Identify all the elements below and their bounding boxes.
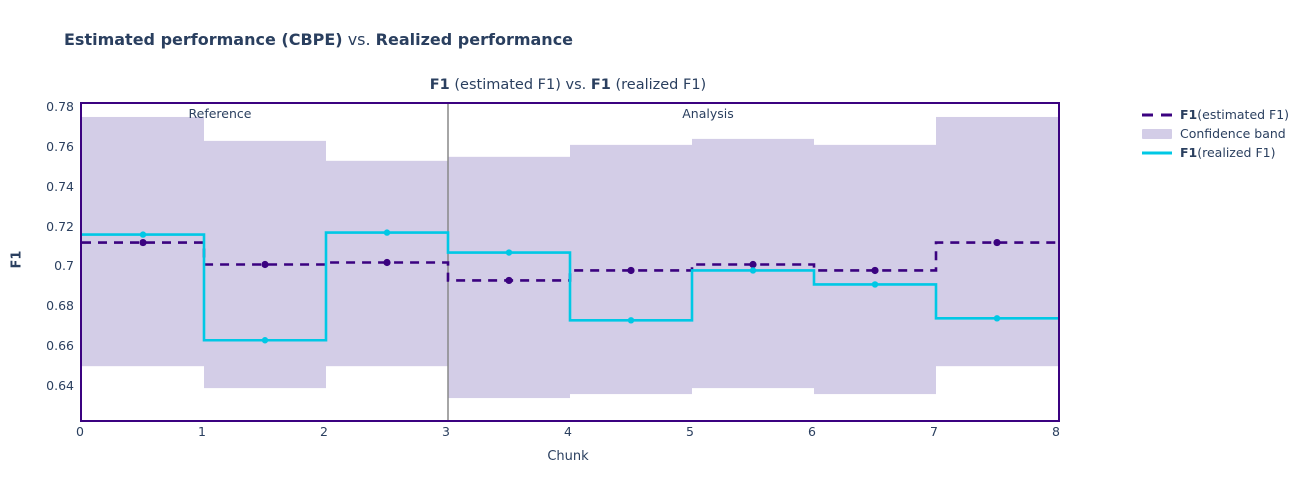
y-tick-label: 0.74: [46, 178, 74, 194]
chart-title-suffix: (realized F1): [610, 77, 707, 93]
x-tick-label: 4: [564, 424, 572, 439]
estimated-data-point[interactable]: [871, 266, 879, 275]
y-tick-label: 0.72: [46, 218, 74, 234]
y-tick-label: 0.76: [46, 138, 74, 154]
estimated-data-point[interactable]: [383, 258, 391, 267]
x-tick-label: 1: [198, 424, 206, 439]
estimated-data-point[interactable]: [749, 260, 757, 269]
realized-data-point[interactable]: [627, 317, 635, 324]
x-tick-label: 7: [930, 424, 938, 439]
realized-data-point[interactable]: [505, 249, 513, 256]
x-tick-label: 6: [808, 424, 816, 439]
page-title-estimated: Estimated performance (CBPE): [64, 30, 343, 49]
realized-swatch-icon: [1141, 147, 1173, 159]
estimated-data-point[interactable]: [627, 266, 635, 275]
chart-legend: F1 (estimated F1) Confidence band F1 (real…: [1141, 105, 1289, 162]
estimated-swatch-icon: [1141, 109, 1173, 121]
realized-data-point[interactable]: [749, 267, 757, 274]
region-label-reference: Reference: [188, 106, 252, 121]
realized-data-point[interactable]: [383, 229, 391, 236]
legend-label-text: (realized F1): [1197, 145, 1276, 160]
y-tick-label: 0.78: [46, 98, 74, 114]
chart-title: F1 (estimated F1) vs. F1 (realized F1): [80, 77, 1056, 93]
realized-data-point[interactable]: [993, 315, 1001, 322]
legend-label-text: (estimated F1): [1197, 107, 1290, 122]
estimated-data-point[interactable]: [139, 238, 147, 247]
chart-title-metric-1: F1: [429, 77, 450, 93]
legend-label-metric: F1: [1180, 107, 1198, 122]
legend-label-text: Confidence band: [1180, 126, 1286, 141]
estimated-data-point[interactable]: [261, 260, 269, 269]
realized-data-point[interactable]: [139, 231, 147, 238]
x-tick-label: 2: [320, 424, 328, 439]
y-axis-title: F1: [9, 250, 25, 269]
chart-title-middle: (estimated F1) vs.: [449, 77, 591, 93]
region-label-analysis: Analysis: [682, 106, 734, 121]
page-title-separator: vs.: [342, 30, 376, 49]
chart-title-metric-2: F1: [590, 77, 611, 93]
legend-item-confidence-band[interactable]: Confidence band: [1141, 124, 1289, 143]
legend-item-estimated[interactable]: F1 (estimated F1): [1141, 105, 1289, 124]
y-tick-label: 0.64: [46, 378, 74, 394]
plot-area[interactable]: Reference Analysis: [80, 102, 1060, 422]
x-tick-label: 0: [76, 424, 84, 439]
chart-canvas[interactable]: [82, 104, 1058, 420]
page-title-realized: Realized performance: [375, 30, 574, 49]
page-title: Estimated performance (CBPE) vs. Realize…: [64, 30, 573, 49]
realized-data-point[interactable]: [871, 281, 879, 288]
x-tick-label: 5: [686, 424, 694, 439]
x-axis-title: Chunk: [547, 449, 589, 464]
confidence-band-swatch-icon: [1141, 128, 1173, 140]
estimated-data-point[interactable]: [993, 238, 1001, 247]
estimated-data-point[interactable]: [505, 276, 513, 285]
legend-label-metric: F1: [1180, 145, 1198, 160]
y-tick-label: 0.7: [54, 258, 74, 274]
y-tick-label: 0.66: [46, 338, 74, 354]
x-tick-label: 8: [1052, 424, 1060, 439]
legend-item-realized[interactable]: F1 (realized F1): [1141, 143, 1289, 162]
realized-data-point[interactable]: [261, 337, 269, 344]
y-tick-label: 0.68: [46, 298, 74, 314]
x-tick-label: 3: [442, 424, 450, 439]
